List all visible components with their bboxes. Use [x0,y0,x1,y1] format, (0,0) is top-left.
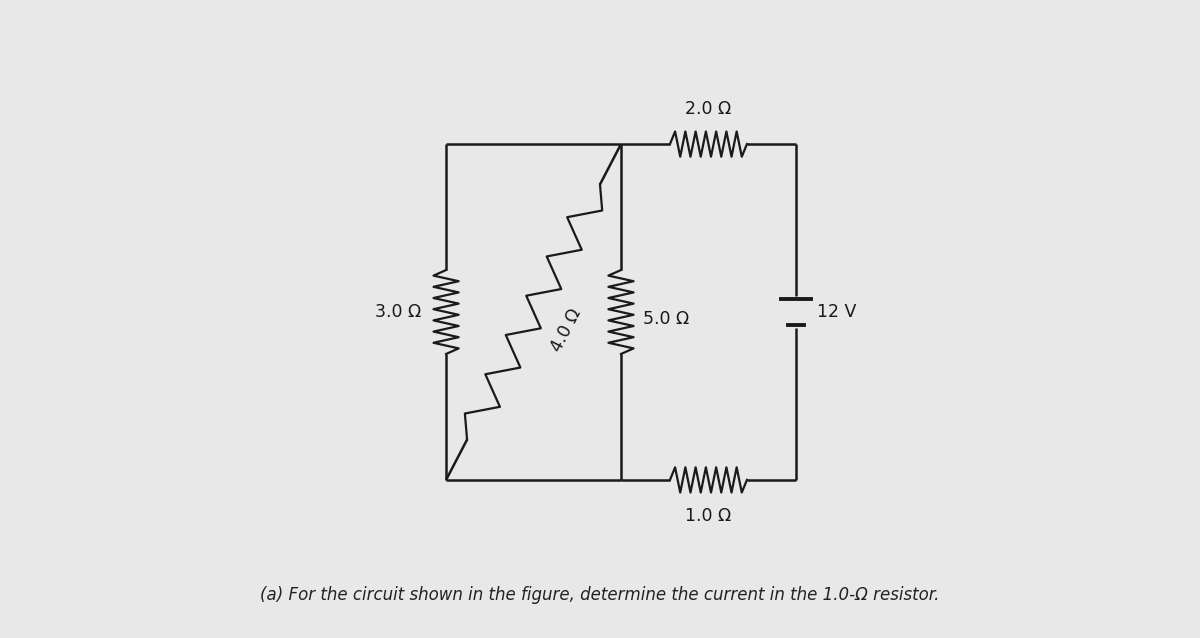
Text: 12 V: 12 V [817,303,857,321]
Text: (a) For the circuit shown in the figure, determine the current in the 1.0-Ω resi: (a) For the circuit shown in the figure,… [260,586,940,604]
Text: 3.0 Ω: 3.0 Ω [376,303,421,321]
Text: 5.0 Ω: 5.0 Ω [643,310,690,328]
Text: 1.0 Ω: 1.0 Ω [685,507,732,524]
Text: 2.0 Ω: 2.0 Ω [685,100,732,117]
Text: 4.0 Ω: 4.0 Ω [547,306,584,355]
